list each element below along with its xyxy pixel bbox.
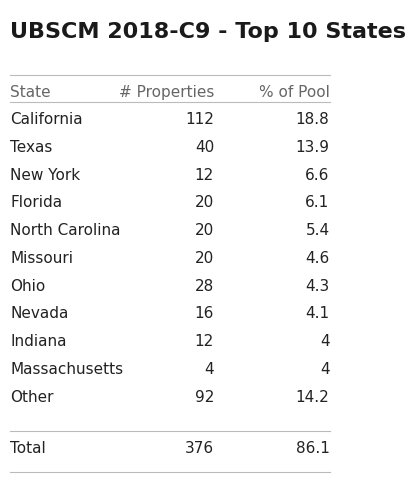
Text: 4.3: 4.3 [305,279,330,294]
Text: 92: 92 [194,390,214,405]
Text: Missouri: Missouri [10,251,73,266]
Text: Ohio: Ohio [10,279,45,294]
Text: Total: Total [10,441,46,456]
Text: 4: 4 [320,334,330,349]
Text: 376: 376 [185,441,214,456]
Text: 5.4: 5.4 [305,223,330,238]
Text: 6.6: 6.6 [305,168,330,183]
Text: 14.2: 14.2 [296,390,330,405]
Text: 112: 112 [185,112,214,127]
Text: Nevada: Nevada [10,306,68,321]
Text: 6.1: 6.1 [305,195,330,210]
Text: UBSCM 2018-C9 - Top 10 States: UBSCM 2018-C9 - Top 10 States [10,22,406,42]
Text: 20: 20 [195,251,214,266]
Text: 40: 40 [195,140,214,155]
Text: 4.6: 4.6 [305,251,330,266]
Text: 28: 28 [195,279,214,294]
Text: California: California [10,112,83,127]
Text: Massachusetts: Massachusetts [10,362,123,377]
Text: # Properties: # Properties [119,85,214,100]
Text: 4: 4 [205,362,214,377]
Text: 12: 12 [195,334,214,349]
Text: 4: 4 [320,362,330,377]
Text: 86.1: 86.1 [296,441,330,456]
Text: Other: Other [10,390,54,405]
Text: State: State [10,85,51,100]
Text: Indiana: Indiana [10,334,67,349]
Text: 13.9: 13.9 [296,140,330,155]
Text: 12: 12 [195,168,214,183]
Text: North Carolina: North Carolina [10,223,121,238]
Text: 18.8: 18.8 [296,112,330,127]
Text: % of Pool: % of Pool [259,85,330,100]
Text: 16: 16 [194,306,214,321]
Text: 20: 20 [195,223,214,238]
Text: 4.1: 4.1 [305,306,330,321]
Text: Florida: Florida [10,195,62,210]
Text: Texas: Texas [10,140,52,155]
Text: 20: 20 [195,195,214,210]
Text: New York: New York [10,168,80,183]
